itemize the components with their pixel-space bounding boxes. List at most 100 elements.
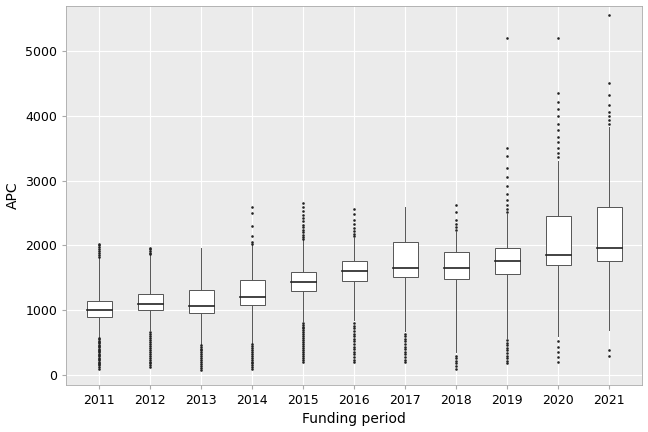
Bar [443,252,469,279]
Point [247,210,257,216]
Point [298,229,308,236]
Point [145,245,156,251]
Bar [290,272,316,292]
Point [298,348,308,355]
Point [94,358,104,365]
Point [247,352,257,359]
Point [94,341,104,348]
Point [451,362,461,369]
Point [349,211,360,218]
Point [247,348,257,355]
Bar [546,216,571,265]
Point [298,319,308,326]
Point [247,241,257,248]
Point [94,353,104,360]
Point [502,337,513,343]
Point [298,235,308,242]
Point [400,346,410,353]
Point [502,349,513,356]
Point [349,351,360,358]
Point [145,329,156,336]
Point [298,352,308,359]
Point [400,351,410,358]
Point [247,238,257,245]
Point [94,346,104,353]
Point [247,360,257,367]
Point [298,340,308,347]
Point [196,343,207,350]
Point [145,337,156,343]
Point [349,225,360,232]
Point [94,348,104,355]
Point [196,359,207,365]
Point [502,35,513,41]
Point [145,348,156,355]
Point [298,321,308,328]
Point [298,359,308,365]
Point [298,218,308,225]
Point [196,351,207,358]
Point [298,200,308,207]
Point [298,333,308,340]
Point [400,335,410,342]
Point [94,344,104,351]
Point [247,356,257,363]
Point [604,121,614,128]
Point [94,254,104,260]
Point [94,361,104,368]
Point [604,347,614,354]
Point [553,145,564,152]
Point [145,346,156,353]
Point [604,108,614,115]
Point [298,339,308,346]
Point [94,359,104,366]
Point [553,139,564,146]
Point [247,354,257,361]
Point [196,349,207,356]
Point [502,173,513,180]
Point [145,364,156,371]
Point [94,250,104,257]
Point [247,232,257,239]
Point [247,350,257,357]
Point [451,360,461,367]
Point [298,331,308,338]
Point [145,246,156,253]
Point [502,344,513,351]
Point [145,249,156,256]
Point [451,226,461,233]
Point [604,352,614,359]
Point [145,343,156,349]
Point [400,340,410,347]
Point [94,362,104,369]
Point [247,340,257,347]
Point [553,353,564,360]
Point [145,354,156,361]
Point [298,208,308,215]
Point [553,35,564,41]
Point [502,152,513,159]
Point [94,244,104,251]
Point [94,252,104,259]
Point [247,346,257,353]
Point [94,242,104,249]
Point [349,343,360,350]
Point [94,246,104,253]
Bar [137,294,163,310]
Point [604,80,614,87]
Bar [240,280,265,305]
Point [196,362,207,369]
Bar [597,206,622,261]
Point [349,359,360,365]
Point [94,350,104,357]
Point [349,333,360,340]
Point [196,342,207,349]
Point [94,240,104,247]
Point [451,202,461,209]
Point [604,113,614,120]
Point [451,357,461,364]
Point [349,320,360,327]
Point [196,357,207,364]
Point [604,92,614,98]
Point [298,344,308,351]
